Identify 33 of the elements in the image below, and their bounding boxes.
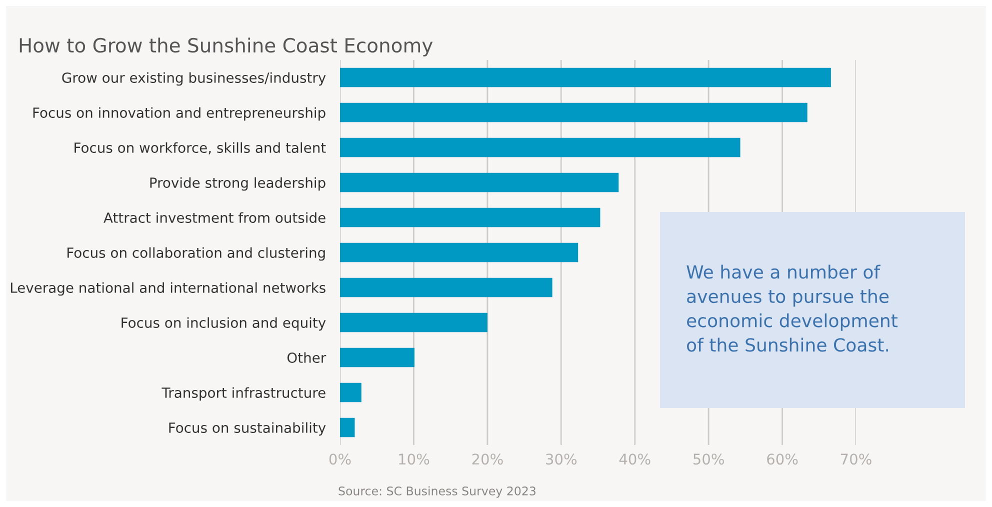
x-tick-label: 30%	[546, 454, 577, 465]
x-tick-label: 20%	[472, 454, 503, 465]
bar	[340, 312, 488, 332]
x-tick-label: 10%	[399, 454, 430, 465]
bar	[340, 172, 619, 192]
y-tick-label: Attract investment from outside	[104, 212, 326, 223]
bar	[340, 242, 578, 262]
y-tick-label: Focus on inclusion and equity	[122, 317, 326, 331]
y-tick-label: Leverage national and international networks	[10, 282, 326, 296]
bar	[340, 68, 831, 88]
bar	[340, 278, 552, 298]
y-tick-label: Focus on collaboration and clustering	[68, 247, 325, 261]
y-tick-label: Grow our existing businesses/industry	[62, 72, 326, 86]
source-note: Source: SC Business Survey 2023	[338, 486, 536, 498]
x-tick-label: 50%	[693, 454, 724, 465]
bar	[340, 418, 355, 438]
x-tick-label: 70%	[840, 454, 872, 465]
chart-title: How to Grow the Sunshine Coast Economy	[20, 38, 433, 56]
y-tick-label: Focus on workforce, skills and talent	[74, 142, 326, 154]
y-tick-label: Provide strong leadership	[150, 177, 326, 191]
bar	[340, 208, 600, 228]
bar	[340, 348, 414, 368]
bar	[340, 138, 740, 158]
x-tick-label: 0%	[329, 454, 351, 465]
x-tick-label: 60%	[767, 454, 798, 465]
y-tick-label: Focus on innovation and entrepreneurship	[33, 107, 326, 121]
annotation: We have a number of avenues to pursue the economic development of the Sunshine Coast.	[686, 264, 898, 352]
y-tick-label: Transport infrastructure	[162, 387, 326, 401]
bar	[340, 382, 362, 402]
bar	[340, 102, 808, 122]
x-tick-label: 40%	[619, 454, 650, 465]
y-tick-label: Focus on sustainability	[169, 422, 326, 436]
y-tick-label: Other	[287, 352, 326, 363]
